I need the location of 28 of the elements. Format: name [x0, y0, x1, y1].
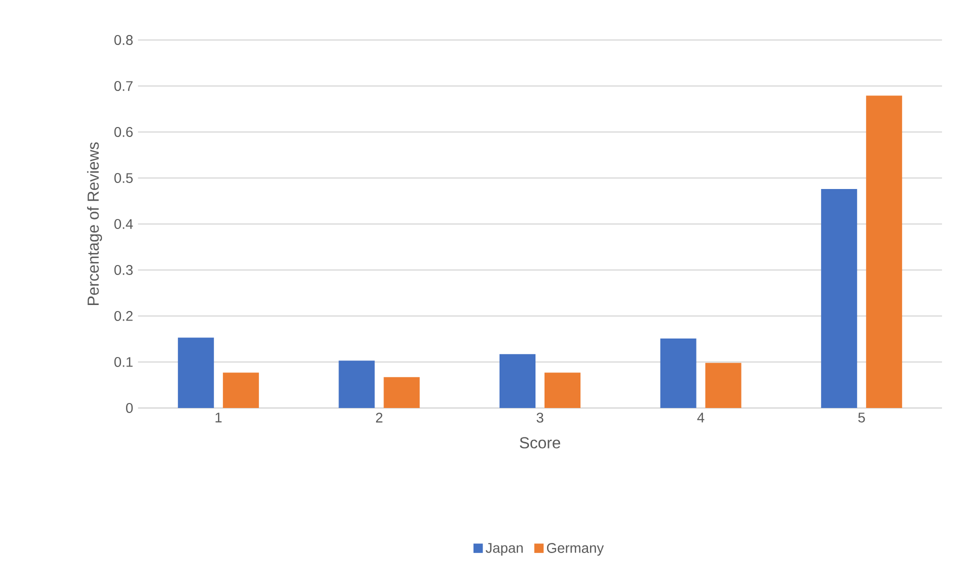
y-tick-label: 0.1	[114, 357, 133, 367]
x-tick-label: 5	[858, 412, 865, 422]
bar	[705, 362, 742, 408]
bar	[821, 189, 858, 408]
bar	[500, 354, 536, 408]
bar	[222, 372, 259, 408]
y-tick-label: 0.5	[114, 173, 133, 183]
y-tick-label: 0	[126, 403, 133, 413]
bar	[384, 377, 420, 408]
y-tick-label: 0.6	[114, 127, 133, 137]
bar	[660, 338, 696, 408]
y-tick-label: 0.7	[114, 81, 133, 91]
legend-label: Japan	[486, 543, 523, 556]
x-tick-label: 4	[697, 412, 704, 422]
y-tick-label: 0.3	[114, 265, 133, 275]
y-tick-label: 0.4	[114, 219, 133, 229]
x-tick-label: 1	[216, 412, 222, 422]
bar	[338, 360, 375, 408]
bar	[178, 338, 214, 408]
bar	[544, 372, 580, 408]
x-tick-label: 3	[536, 412, 544, 423]
y-axis-title: Percentage of Reviews	[87, 142, 102, 305]
y-tick-label: 0.2	[114, 311, 133, 321]
x-tick-label: 2	[376, 412, 382, 422]
bar	[866, 96, 902, 408]
legend-label: Germany	[547, 543, 604, 556]
y-tick-label: 0.8	[114, 35, 133, 45]
x-axis-title: Score	[520, 437, 560, 448]
